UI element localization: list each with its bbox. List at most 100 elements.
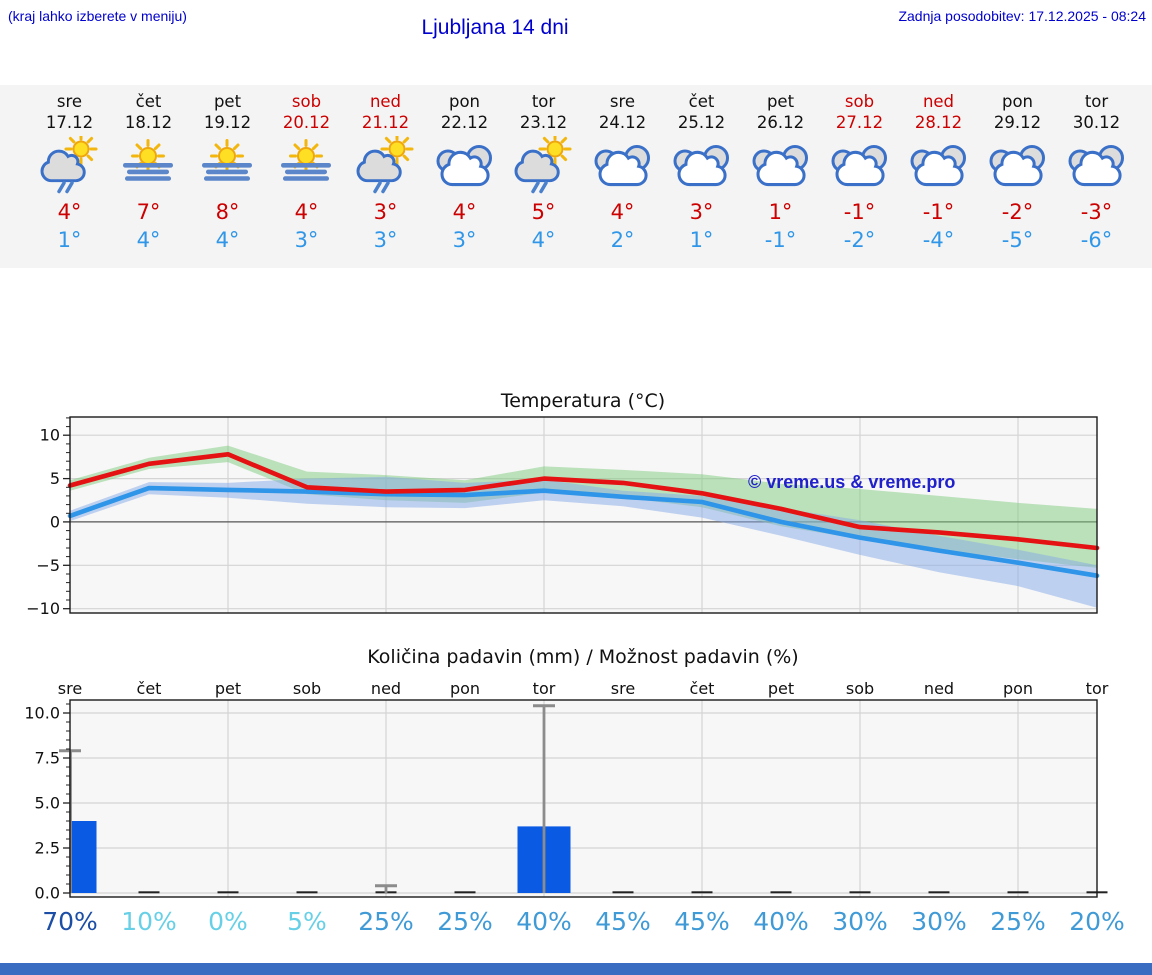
precip-probability: 45% xyxy=(674,907,730,936)
day-column: ned 28.12 -1° -4° xyxy=(899,85,978,253)
precip-probability: 40% xyxy=(516,907,572,936)
day-column: čet 25.12 3° 1° xyxy=(662,85,741,253)
day-date: 27.12 xyxy=(835,113,884,132)
svg-text:pon: pon xyxy=(450,679,480,698)
forecast-strip: sre 17.12 4° 1° čet 18.12 7° 4° pet 19.12 8° 4° sob 2… xyxy=(0,85,1152,268)
svg-text:čet: čet xyxy=(137,679,162,698)
weather-icon xyxy=(662,136,741,196)
low-temp: 3° xyxy=(373,228,398,252)
sun-fog-icon xyxy=(122,139,173,181)
precip-probability: 25% xyxy=(990,907,1046,936)
footer-bar xyxy=(0,963,1152,975)
day-date: 29.12 xyxy=(993,113,1042,132)
high-temp: 1° xyxy=(768,200,793,224)
sun-fog-icon xyxy=(201,139,252,181)
precip-probability: 45% xyxy=(595,907,651,936)
high-temp-line xyxy=(67,452,1100,551)
day-name: čet xyxy=(688,92,715,111)
high-temp: 4° xyxy=(452,200,477,224)
day-date: 19.12 xyxy=(203,113,252,132)
high-temp: 4° xyxy=(294,200,319,224)
svg-text:−10: −10 xyxy=(26,599,60,618)
precip-zero-mark xyxy=(612,891,634,894)
day-column: tor 23.12 5° 4° xyxy=(504,85,583,253)
day-date: 30.12 xyxy=(1072,113,1121,132)
day-date: 17.12 xyxy=(45,113,94,132)
precip-zero-mark xyxy=(454,891,476,894)
day-date: 21.12 xyxy=(361,113,410,132)
high-temp: 3° xyxy=(689,200,714,224)
svg-text:sre: sre xyxy=(58,679,82,698)
weather-icon xyxy=(978,136,1057,196)
day-column: sre 17.12 4° 1° xyxy=(30,85,109,253)
low-temp: -4° xyxy=(922,228,955,252)
day-date: 26.12 xyxy=(756,113,805,132)
weather-icon xyxy=(741,136,820,196)
svg-text:ned: ned xyxy=(924,679,954,698)
svg-text:5: 5 xyxy=(50,469,60,488)
svg-text:2.5: 2.5 xyxy=(35,839,60,858)
precip-bar xyxy=(70,821,97,893)
svg-text:0: 0 xyxy=(50,512,60,531)
day-date: 28.12 xyxy=(914,113,963,132)
precipitation-chart: Količina padavin (mm) / Možnost padavin … xyxy=(0,640,1152,944)
weather-icon xyxy=(1057,136,1136,196)
temperature-chart: Temperatura (°C) 10 5 0 −5 −10 © vreme.us & vr… xyxy=(0,380,1152,639)
day-column: pet 19.12 8° 4° xyxy=(188,85,267,253)
weather-icon xyxy=(504,132,583,196)
weather-icon xyxy=(346,132,425,196)
low-temp: 4° xyxy=(531,228,556,252)
cloudy-icon xyxy=(436,145,492,187)
low-temp: 1° xyxy=(689,228,714,252)
day-name: pet xyxy=(213,92,242,111)
precip-probability: 5% xyxy=(287,907,327,936)
weather-icon xyxy=(820,136,899,196)
day-date: 22.12 xyxy=(440,113,489,132)
low-temp: 4° xyxy=(215,228,240,252)
cloudy-icon xyxy=(752,145,808,187)
svg-text:sre: sre xyxy=(611,679,635,698)
day-column: čet 18.12 7° 4° xyxy=(109,85,188,253)
svg-text:tor: tor xyxy=(1086,679,1109,698)
low-temp: 2° xyxy=(610,228,635,252)
copyright-watermark: © vreme.us & vreme.pro xyxy=(748,472,955,492)
svg-text:10: 10 xyxy=(40,426,60,445)
low-temp: 3° xyxy=(452,228,477,252)
sun-rain-icon xyxy=(356,132,413,194)
precip-zero-mark xyxy=(217,891,239,894)
high-temp: 4° xyxy=(610,200,635,224)
weather-icon xyxy=(30,132,109,196)
high-temp: 4° xyxy=(57,200,82,224)
day-name: sre xyxy=(609,92,636,111)
low-temp: -6° xyxy=(1080,228,1113,252)
day-name: pet xyxy=(766,92,795,111)
day-date: 25.12 xyxy=(677,113,726,132)
svg-text:0.0: 0.0 xyxy=(35,884,60,903)
cloudy-icon xyxy=(989,145,1045,187)
day-column: sob 20.12 4° 3° xyxy=(267,85,346,253)
day-date: 18.12 xyxy=(124,113,173,132)
svg-text:čet: čet xyxy=(690,679,715,698)
sun-rain-icon xyxy=(514,132,571,194)
svg-text:10.0: 10.0 xyxy=(24,704,60,723)
svg-text:pon: pon xyxy=(1003,679,1033,698)
weather-icon xyxy=(583,136,662,196)
precip-probability: 70% xyxy=(42,907,98,936)
precip-probability: 40% xyxy=(753,907,809,936)
day-name: pon xyxy=(1001,92,1034,111)
day-date: 23.12 xyxy=(519,113,568,132)
precip-zero-mark xyxy=(849,891,871,894)
day-name: sob xyxy=(844,92,875,111)
low-temp-line xyxy=(67,485,1100,578)
svg-text:sob: sob xyxy=(293,679,321,698)
precip-zero-mark xyxy=(138,891,160,894)
day-name: sob xyxy=(291,92,322,111)
sun-rain-icon xyxy=(40,132,97,194)
high-temp: 8° xyxy=(215,200,240,224)
cloudy-icon xyxy=(1068,145,1124,187)
day-date: 24.12 xyxy=(598,113,647,132)
precip-probability: 20% xyxy=(1069,907,1125,936)
sun-fog-icon xyxy=(280,139,331,181)
day-date: 20.12 xyxy=(282,113,331,132)
precip-probability: 30% xyxy=(911,907,967,936)
